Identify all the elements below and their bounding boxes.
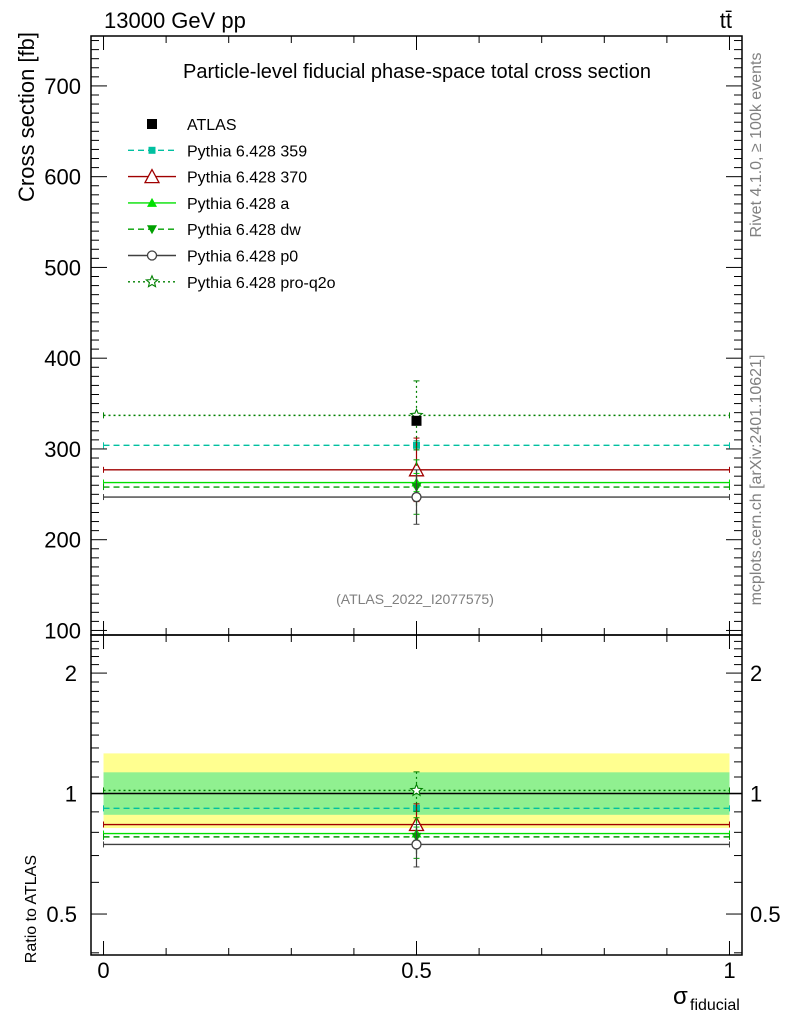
main-panel: 100 200 300 400 500 600 700 Particle-level fid… bbox=[44, 35, 743, 643]
legend-item: Pythia 6.428 dw bbox=[128, 222, 301, 239]
y-tick-label: 700 bbox=[44, 74, 81, 99]
main-plot-area bbox=[103, 380, 730, 525]
ratio-series-pythia-6-428-pro-q2o bbox=[103, 771, 730, 812]
legend-item-atlas: ATLAS bbox=[147, 117, 237, 134]
legend: ATLAS Pythia 6.428 359 Pythia 6.428 370 Pyt… bbox=[128, 117, 336, 292]
y-tick-label: 300 bbox=[44, 437, 81, 462]
ratio-axis-ticks: 0.5 0.5 1 1 2 2 0 0.5 1 bbox=[46, 635, 781, 983]
y-tick-label: 100 bbox=[44, 618, 81, 643]
ratio-panel: 0.5 0.5 1 1 2 2 0 0.5 1 bbox=[46, 634, 781, 983]
y-tick-label: 500 bbox=[44, 255, 81, 280]
legend-label: Pythia 6.428 359 bbox=[187, 143, 307, 160]
x-axis-title-subscript: fiducial bbox=[690, 997, 740, 1014]
mcplots-reference-label: mcplots.cern.ch [arXiv:2401.10621] bbox=[748, 355, 765, 606]
legend-item: Pythia 6.428 a bbox=[128, 196, 289, 213]
legend-marker bbox=[147, 119, 157, 129]
ratio-tick-label-left: 1 bbox=[65, 782, 77, 807]
legend-item: Pythia 6.428 p0 bbox=[128, 249, 298, 266]
data-point-atlas bbox=[411, 415, 422, 426]
legend-marker bbox=[147, 225, 157, 235]
series-pythia-6-428-p0 bbox=[103, 469, 730, 525]
ratio-series-pythia-6-428-p0 bbox=[103, 824, 730, 868]
x-axis-title: σ fiducial bbox=[673, 983, 740, 1014]
y-axis-title: Cross section [fb] bbox=[14, 32, 39, 202]
legend-item: Pythia 6.428 pro-q2o bbox=[128, 274, 336, 292]
ratio-tick-label-left: 0.5 bbox=[46, 902, 77, 927]
y-tick-label: 200 bbox=[44, 528, 81, 553]
legend-marker bbox=[148, 146, 156, 154]
legend-label: ATLAS bbox=[187, 117, 237, 134]
legend-item: Pythia 6.428 370 bbox=[128, 168, 307, 187]
ratio-tick-label-right: 0.5 bbox=[750, 902, 781, 927]
y-tick-label: 400 bbox=[44, 346, 81, 371]
x-tick-label: 0 bbox=[97, 958, 109, 983]
x-tick-label: 0.5 bbox=[401, 958, 432, 983]
legend-label: Pythia 6.428 p0 bbox=[187, 249, 298, 266]
legend-label: Pythia 6.428 370 bbox=[187, 170, 307, 187]
ratio-tick-label-right: 2 bbox=[750, 661, 762, 686]
ratio-plot-area bbox=[91, 753, 742, 868]
y-tick-label: 600 bbox=[44, 165, 81, 190]
legend-item: Pythia 6.428 359 bbox=[128, 143, 307, 160]
analysis-tag: (ATLAS_2022_I2077575) bbox=[336, 591, 494, 607]
ratio-frame bbox=[90, 634, 743, 956]
legend-label: Pythia 6.428 pro-q2o bbox=[187, 275, 336, 292]
ratio-tick-label-left: 2 bbox=[65, 661, 77, 686]
x-tick-label: 1 bbox=[723, 958, 735, 983]
legend-marker bbox=[147, 197, 157, 207]
series-marker bbox=[411, 491, 422, 503]
main-axis-ticks: 100 200 300 400 500 600 700 bbox=[44, 36, 742, 643]
header-final-state-label: tt̄ bbox=[720, 8, 732, 33]
legend-marker bbox=[143, 168, 161, 184]
ratio-y-axis-title: Ratio to ATLAS bbox=[23, 855, 40, 963]
ratio-tick-label-right: 1 bbox=[750, 782, 762, 807]
rivet-version-label: Rivet 4.1.0, ≥ 100k events bbox=[748, 53, 765, 238]
legend-label: Pythia 6.428 dw bbox=[187, 222, 301, 239]
chart-title: Particle-level fiducial phase-space tota… bbox=[183, 61, 651, 83]
legend-marker bbox=[146, 250, 158, 261]
legend-label: Pythia 6.428 a bbox=[187, 196, 289, 213]
legend-marker bbox=[144, 274, 160, 288]
header-process-label: 13000 GeV pp bbox=[104, 8, 246, 33]
ratio-marker bbox=[411, 839, 422, 850]
x-axis-title-symbol: σ bbox=[673, 983, 688, 1010]
ratio-marker bbox=[409, 783, 424, 797]
